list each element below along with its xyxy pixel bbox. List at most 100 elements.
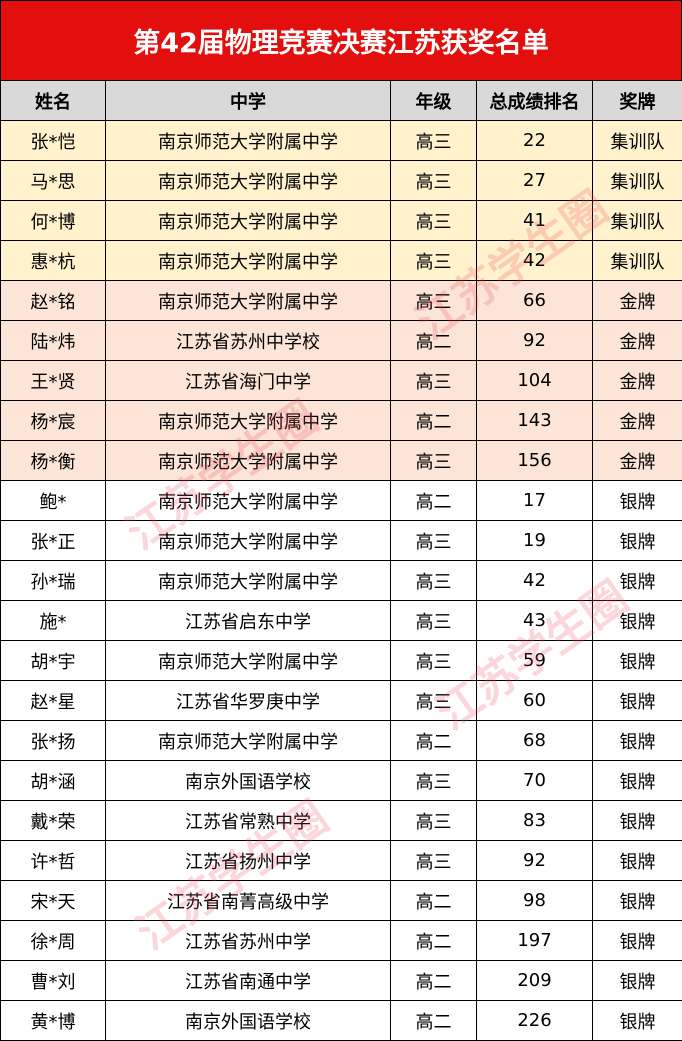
table-row: 曹*刘 江苏省南通中学 高二 209 银牌 [0, 960, 682, 1001]
table-row: 赵*星 江苏省华罗庚中学 高三 60 银牌 [0, 680, 682, 721]
table-row: 宋*天 江苏省南菁高级中学 高二 98 银牌 [0, 880, 682, 921]
cell-medal: 集训队 [592, 200, 682, 241]
cell-grade: 高二 [390, 480, 477, 521]
cell-medal: 金牌 [592, 360, 682, 401]
cell-school: 南京外国语学校 [105, 760, 391, 801]
header-name: 姓名 [0, 80, 106, 121]
cell-grade: 高二 [390, 320, 477, 361]
cell-rank: 59 [476, 640, 593, 681]
cell-medal: 银牌 [592, 480, 682, 521]
cell-school: 南京师范大学附属中学 [105, 720, 391, 761]
cell-school: 南京师范大学附属中学 [105, 520, 391, 561]
table-header: 姓名 中学 年级 总成绩排名 奖牌 [0, 80, 682, 121]
cell-school: 江苏省南菁高级中学 [105, 880, 391, 921]
table-row: 黄*博 南京外国语学校 高二 226 银牌 [0, 1000, 682, 1041]
cell-school: 江苏省华罗庚中学 [105, 680, 391, 721]
cell-name: 戴*荣 [0, 800, 106, 841]
cell-medal: 金牌 [592, 400, 682, 441]
cell-rank: 104 [476, 360, 593, 401]
cell-rank: 68 [476, 720, 593, 761]
cell-name: 杨*宸 [0, 400, 106, 441]
cell-grade: 高三 [390, 640, 477, 681]
table-row: 陆*炜 江苏省苏州中学校 高二 92 金牌 [0, 320, 682, 361]
cell-medal: 银牌 [592, 560, 682, 601]
cell-medal: 银牌 [592, 960, 682, 1001]
cell-school: 江苏省海门中学 [105, 360, 391, 401]
cell-rank: 98 [476, 880, 593, 921]
cell-name: 胡*宇 [0, 640, 106, 681]
cell-rank: 70 [476, 760, 593, 801]
cell-rank: 92 [476, 320, 593, 361]
cell-name: 马*思 [0, 160, 106, 201]
cell-medal: 银牌 [592, 760, 682, 801]
cell-name: 鲍* [0, 480, 106, 521]
cell-grade: 高三 [390, 120, 477, 161]
table-row: 王*贤 江苏省海门中学 高三 104 金牌 [0, 360, 682, 401]
cell-medal: 银牌 [592, 840, 682, 881]
cell-school: 南京师范大学附属中学 [105, 160, 391, 201]
cell-grade: 高三 [390, 840, 477, 881]
cell-name: 许*哲 [0, 840, 106, 881]
cell-name: 王*贤 [0, 360, 106, 401]
cell-medal: 银牌 [592, 720, 682, 761]
cell-school: 江苏省启东中学 [105, 600, 391, 641]
award-table: 姓名 中学 年级 总成绩排名 奖牌 张*恺 南京师范大学附属中学 高三 22 集训队 马*… [0, 80, 682, 1041]
cell-grade: 高二 [390, 1000, 477, 1041]
table-row: 徐*周 江苏省苏州中学 高二 197 银牌 [0, 920, 682, 961]
cell-rank: 226 [476, 1000, 593, 1041]
cell-grade: 高三 [390, 440, 477, 481]
table-row: 张*恺 南京师范大学附属中学 高三 22 集训队 [0, 120, 682, 161]
cell-rank: 83 [476, 800, 593, 841]
cell-grade: 高三 [390, 800, 477, 841]
header-rank: 总成绩排名 [476, 80, 593, 121]
cell-grade: 高二 [390, 880, 477, 921]
cell-school: 南京师范大学附属中学 [105, 280, 391, 321]
cell-grade: 高二 [390, 720, 477, 761]
cell-grade: 高三 [390, 560, 477, 601]
table-row: 鲍* 南京师范大学附属中学 高二 17 银牌 [0, 480, 682, 521]
cell-rank: 42 [476, 560, 593, 601]
cell-medal: 集训队 [592, 160, 682, 201]
cell-rank: 92 [476, 840, 593, 881]
cell-rank: 43 [476, 600, 593, 641]
cell-name: 黄*博 [0, 1000, 106, 1041]
cell-grade: 高三 [390, 160, 477, 201]
table-row: 张*正 南京师范大学附属中学 高三 19 银牌 [0, 520, 682, 561]
cell-rank: 22 [476, 120, 593, 161]
cell-school: 南京师范大学附属中学 [105, 440, 391, 481]
cell-school: 南京师范大学附属中学 [105, 120, 391, 161]
cell-school: 江苏省苏州中学 [105, 920, 391, 961]
cell-rank: 156 [476, 440, 593, 481]
cell-school: 江苏省常熟中学 [105, 800, 391, 841]
cell-rank: 143 [476, 400, 593, 441]
cell-medal: 金牌 [592, 280, 682, 321]
cell-grade: 高二 [390, 400, 477, 441]
cell-grade: 高三 [390, 760, 477, 801]
cell-name: 张*恺 [0, 120, 106, 161]
table-row: 施* 江苏省启东中学 高三 43 银牌 [0, 600, 682, 641]
table-row: 何*博 南京师范大学附属中学 高三 41 集训队 [0, 200, 682, 241]
cell-medal: 银牌 [592, 800, 682, 841]
cell-medal: 银牌 [592, 680, 682, 721]
cell-rank: 19 [476, 520, 593, 561]
cell-name: 宋*天 [0, 880, 106, 921]
cell-name: 孙*瑞 [0, 560, 106, 601]
table-row: 杨*宸 南京师范大学附属中学 高二 143 金牌 [0, 400, 682, 441]
cell-school: 南京师范大学附属中学 [105, 200, 391, 241]
cell-rank: 42 [476, 240, 593, 281]
cell-medal: 集训队 [592, 120, 682, 161]
cell-name: 徐*周 [0, 920, 106, 961]
page-title: 第42届物理竞赛决赛江苏获奖名单 [0, 0, 682, 80]
table-row: 孙*瑞 南京师范大学附属中学 高三 42 银牌 [0, 560, 682, 601]
cell-medal: 银牌 [592, 920, 682, 961]
cell-school: 江苏省南通中学 [105, 960, 391, 1001]
cell-grade: 高三 [390, 200, 477, 241]
cell-grade: 高三 [390, 680, 477, 721]
cell-school: 江苏省扬州中学 [105, 840, 391, 881]
cell-name: 杨*衡 [0, 440, 106, 481]
header-school: 中学 [105, 80, 391, 121]
cell-name: 赵*铭 [0, 280, 106, 321]
cell-medal: 集训队 [592, 240, 682, 281]
cell-grade: 高三 [390, 360, 477, 401]
cell-medal: 银牌 [592, 1000, 682, 1041]
